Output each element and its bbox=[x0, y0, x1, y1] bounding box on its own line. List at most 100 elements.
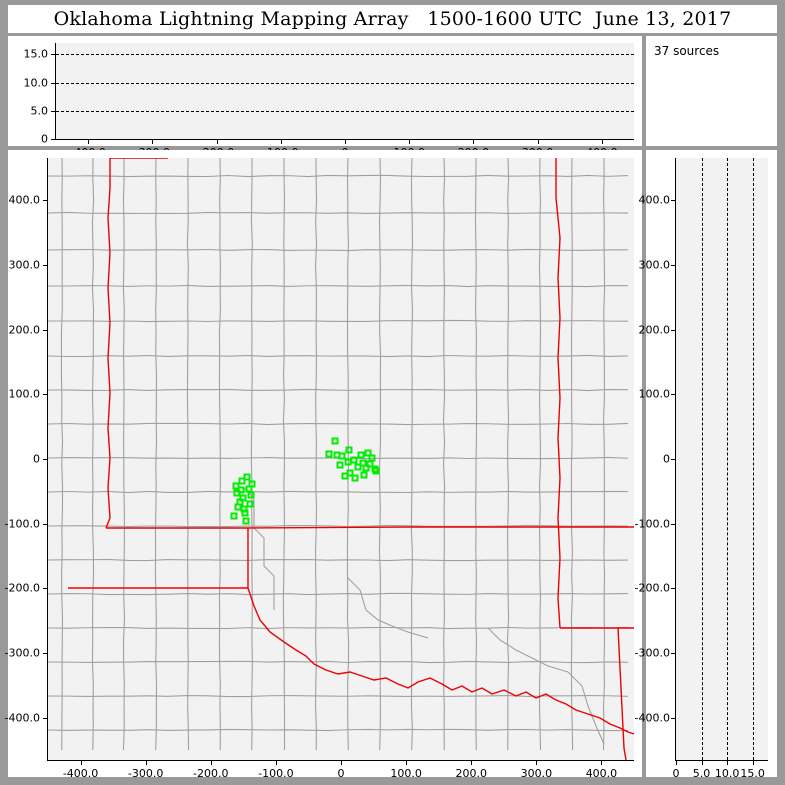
lightning-source-marker bbox=[371, 465, 379, 473]
lightning-source-marker bbox=[331, 437, 339, 445]
map-xtick-label: 400.0 bbox=[585, 767, 618, 780]
map-ytick bbox=[43, 329, 48, 331]
lightning-source-marker bbox=[366, 460, 374, 468]
lightning-source-marker bbox=[344, 458, 351, 466]
lightning-source-marker bbox=[341, 472, 349, 480]
map-xtick-label: -200.0 bbox=[193, 767, 229, 780]
time-height-xtick bbox=[216, 139, 218, 144]
histogram-ytick-label: 100.0 bbox=[638, 387, 671, 401]
time-height-ytick-label: 5.0 bbox=[30, 104, 49, 118]
map-ytick-label: -200.0 bbox=[4, 581, 40, 595]
map-x-axis bbox=[47, 760, 634, 761]
map-xtick-label: -400.0 bbox=[62, 767, 99, 780]
time-height-ytick bbox=[51, 110, 56, 112]
histogram-ytick bbox=[671, 717, 676, 719]
map-xtick-label: 300.0 bbox=[520, 767, 553, 780]
time-height-ytick-label: 10.0 bbox=[23, 76, 49, 90]
lightning-source-marker bbox=[350, 456, 358, 464]
map-ytick bbox=[43, 653, 48, 655]
map-ytick bbox=[43, 523, 48, 525]
source-histogram-panel: 400.0 300.0 200.0 100.0 0 -100.0 -200.0 -300.0 -… bbox=[635, 150, 777, 780]
time-height-ytick bbox=[51, 54, 56, 56]
map-xtick bbox=[80, 760, 82, 765]
histogram-ytick bbox=[671, 264, 676, 266]
lightning-source-marker bbox=[232, 482, 240, 490]
histogram-ytick-label: -400.0 bbox=[634, 711, 670, 725]
time-height-xtick bbox=[601, 139, 603, 144]
lightning-source-marker bbox=[245, 485, 253, 493]
map-ytick-label: -300.0 bbox=[4, 646, 40, 660]
time-height-xtick bbox=[280, 139, 282, 144]
map-ytick bbox=[43, 264, 48, 266]
lightning-source-marker bbox=[242, 517, 250, 525]
lightning-source-marker bbox=[372, 467, 380, 475]
time-height-xtick bbox=[409, 139, 411, 144]
map-ytick-label: 200.0 bbox=[8, 323, 41, 337]
map-xtick bbox=[471, 760, 473, 765]
histogram-ytick-label: -200.0 bbox=[634, 581, 670, 595]
lightning-source-marker bbox=[360, 471, 368, 479]
time-height-ytick bbox=[51, 139, 56, 140]
map-ytick-label: -400.0 bbox=[4, 711, 40, 725]
map-xtick-label: -100.0 bbox=[258, 767, 294, 780]
time-height-xtick bbox=[345, 139, 346, 144]
map-xtick bbox=[210, 760, 212, 765]
histogram-ytick-label: 300.0 bbox=[638, 258, 671, 272]
source-count-label: 37 sources bbox=[654, 44, 720, 58]
map-geography-layer bbox=[48, 158, 634, 760]
map-xtick bbox=[275, 760, 277, 765]
map-xtick-label: 200.0 bbox=[455, 767, 487, 780]
map-ytick bbox=[43, 588, 48, 590]
time-height-xtick bbox=[152, 139, 154, 144]
time-height-y-axis bbox=[55, 43, 56, 140]
histogram-xtick bbox=[701, 760, 703, 765]
time-height-ytick bbox=[51, 82, 56, 84]
lightning-source-marker bbox=[243, 473, 251, 481]
title-bar: Oklahoma Lightning Mapping Array 1500-16… bbox=[8, 5, 777, 33]
time-height-ytick-label: 0 bbox=[41, 132, 48, 146]
page-title: Oklahoma Lightning Mapping Array 1500-16… bbox=[53, 8, 732, 30]
histogram-xtick-label: 5.0 bbox=[692, 767, 711, 780]
lightning-source-marker bbox=[359, 459, 367, 467]
time-height-xtick bbox=[473, 139, 475, 144]
lightning-source-marker bbox=[246, 500, 254, 508]
lightning-source-marker bbox=[345, 446, 353, 454]
map-ytick-label: 0 bbox=[33, 452, 40, 466]
histogram-ytick-label: 0 bbox=[663, 452, 670, 466]
histogram-ytick-label: 400.0 bbox=[638, 193, 671, 207]
source-count-panel: 37 sources bbox=[646, 36, 777, 146]
map-ytick-label: 300.0 bbox=[8, 258, 41, 272]
histogram-ytick bbox=[671, 588, 676, 590]
map-plot-area[interactable] bbox=[48, 158, 634, 760]
lightning-source-marker bbox=[336, 461, 344, 469]
time-height-panel: 05.010.015.0-400.0-300.0-200.0-100.00100… bbox=[8, 36, 642, 159]
map-ytick-label: 400.0 bbox=[8, 193, 41, 207]
map-xtick-label: 100.0 bbox=[390, 767, 422, 780]
lightning-source-marker bbox=[325, 450, 333, 458]
histogram-ytick-label: -300.0 bbox=[634, 646, 670, 660]
lightning-source-marker bbox=[247, 491, 255, 499]
histogram-ytick bbox=[671, 523, 676, 525]
map-panel: 400.0 300.0 200.0 100.0 0 -100.0 -200.0 -300.0 -… bbox=[5, 150, 642, 780]
histogram-xtick-label: 15.0 bbox=[740, 767, 765, 780]
lightning-source-marker bbox=[238, 477, 246, 485]
lightning-source-marker bbox=[248, 480, 256, 488]
histogram-ytick-label: -100.0 bbox=[634, 517, 670, 531]
histogram-ytick bbox=[671, 653, 676, 655]
histogram-ytick bbox=[671, 459, 676, 460]
state-boundaries bbox=[68, 158, 634, 760]
map-xtick bbox=[145, 760, 147, 765]
lightning-source-marker bbox=[357, 451, 365, 459]
lightning-source-marker bbox=[368, 454, 376, 462]
histogram-plot-area[interactable] bbox=[676, 158, 768, 760]
histogram-ytick-label: 200.0 bbox=[638, 323, 671, 337]
histogram-ytick bbox=[671, 394, 676, 396]
lightning-source-marker bbox=[364, 449, 372, 457]
map-xtick bbox=[341, 760, 342, 765]
histogram-ytick bbox=[671, 200, 676, 202]
time-height-x-axis bbox=[55, 139, 634, 140]
lightning-source-marker bbox=[240, 505, 248, 513]
time-height-ytick-label: 15.0 bbox=[23, 47, 49, 61]
map-ytick-label: -100.0 bbox=[4, 517, 40, 531]
time-height-plot-area[interactable] bbox=[56, 43, 634, 139]
